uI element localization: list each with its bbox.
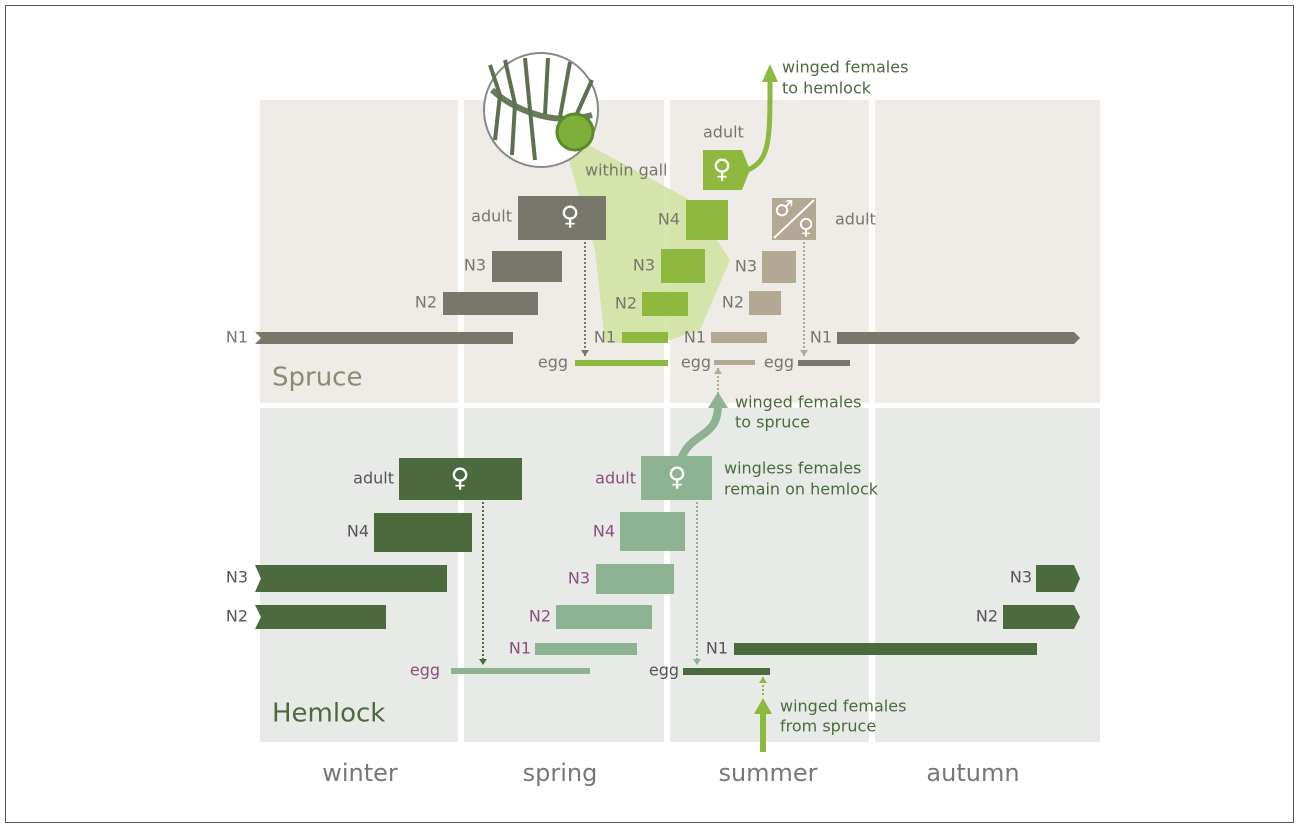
stage-label: N1 [684, 328, 706, 347]
stage-label: N1 [509, 639, 531, 658]
stage-bar [255, 605, 386, 629]
panel [260, 100, 458, 403]
stage-label: N2 [615, 294, 637, 313]
stage-bar [683, 668, 770, 675]
stage-bar [734, 643, 1037, 655]
note: winged females [735, 393, 861, 412]
stage-label: N2 [976, 607, 998, 626]
stage-label: adult [595, 469, 636, 488]
gall [557, 114, 593, 150]
stage-label: egg [538, 353, 568, 372]
stage-bar [661, 249, 705, 283]
stage-bar [1036, 565, 1080, 592]
stage-bar [642, 292, 688, 316]
note: from spruce [780, 717, 876, 736]
stage-label: egg [410, 661, 440, 680]
stage-label: adult [703, 123, 744, 142]
stage-bar [451, 668, 590, 674]
season-label: spring [523, 759, 598, 787]
stage-bar [686, 200, 728, 240]
note: within gall [585, 161, 667, 180]
note: wingless females [724, 459, 861, 478]
stage-bar [535, 643, 637, 655]
stage-bar [714, 360, 755, 365]
stage-bar [374, 513, 472, 552]
stage-label: egg [681, 353, 711, 372]
note: winged females [782, 58, 908, 77]
stage-bar [622, 332, 668, 343]
panel [875, 100, 1100, 403]
stage-label: N2 [529, 607, 551, 626]
stage-bar [837, 332, 1080, 344]
stage-label: N3 [568, 569, 590, 588]
stage-bar [575, 360, 668, 366]
stage-label: N1 [810, 328, 832, 347]
stage-label: egg [764, 353, 794, 372]
note: winged females [780, 697, 906, 716]
stage-bar [255, 565, 447, 592]
note: remain on hemlock [724, 480, 879, 499]
sex-symbol: ♀ [798, 215, 814, 240]
sex-symbol: ♀ [712, 155, 731, 185]
season-label: winter [322, 759, 398, 787]
host-label: Spruce [272, 363, 362, 393]
stage-label: N1 [706, 639, 728, 658]
stage-label: N3 [735, 257, 757, 276]
stage-label: adult [835, 210, 876, 229]
stage-label: N1 [594, 328, 616, 347]
sex-symbol: ♀ [560, 202, 579, 232]
stage-label: N4 [347, 522, 369, 541]
sex-symbol: ♀ [450, 464, 469, 494]
sex-symbol: ♀ [667, 463, 686, 493]
host-label: Hemlock [272, 699, 385, 729]
stage-bar [620, 512, 685, 551]
stage-label: N3 [226, 568, 248, 587]
needle-circle [484, 53, 598, 167]
stage-label: N4 [593, 522, 615, 541]
stage-bar [556, 605, 652, 629]
stage-label: adult [471, 207, 512, 226]
stage-bar [798, 360, 850, 366]
stage-label: adult [353, 469, 394, 488]
stage-label: egg [649, 661, 679, 680]
stage-bar [762, 251, 796, 283]
season-label: autumn [926, 759, 1019, 787]
stage-bar [492, 251, 562, 282]
stage-bar [749, 291, 781, 315]
season-label: summer [718, 759, 817, 787]
stage-label: N1 [226, 328, 248, 347]
stage-label: N2 [722, 293, 744, 312]
stage-label: N3 [1010, 568, 1032, 587]
stage-bar [711, 332, 767, 343]
sex-symbol: ♂ [774, 197, 794, 222]
stage-label: N3 [464, 256, 486, 275]
stage-label: N2 [415, 293, 437, 312]
diagram: winter spring summer autumn Spruce Hemlock N1 N… [0, 0, 1299, 829]
stage-bar [1003, 605, 1080, 629]
note: to hemlock [782, 79, 872, 98]
note: to spruce [735, 413, 810, 432]
stage-bar [255, 332, 513, 344]
stage-bar [596, 564, 674, 594]
stage-label: N2 [226, 607, 248, 626]
stage-label: N4 [658, 210, 680, 229]
stage-label: N3 [633, 256, 655, 275]
stage-bar [443, 292, 538, 315]
